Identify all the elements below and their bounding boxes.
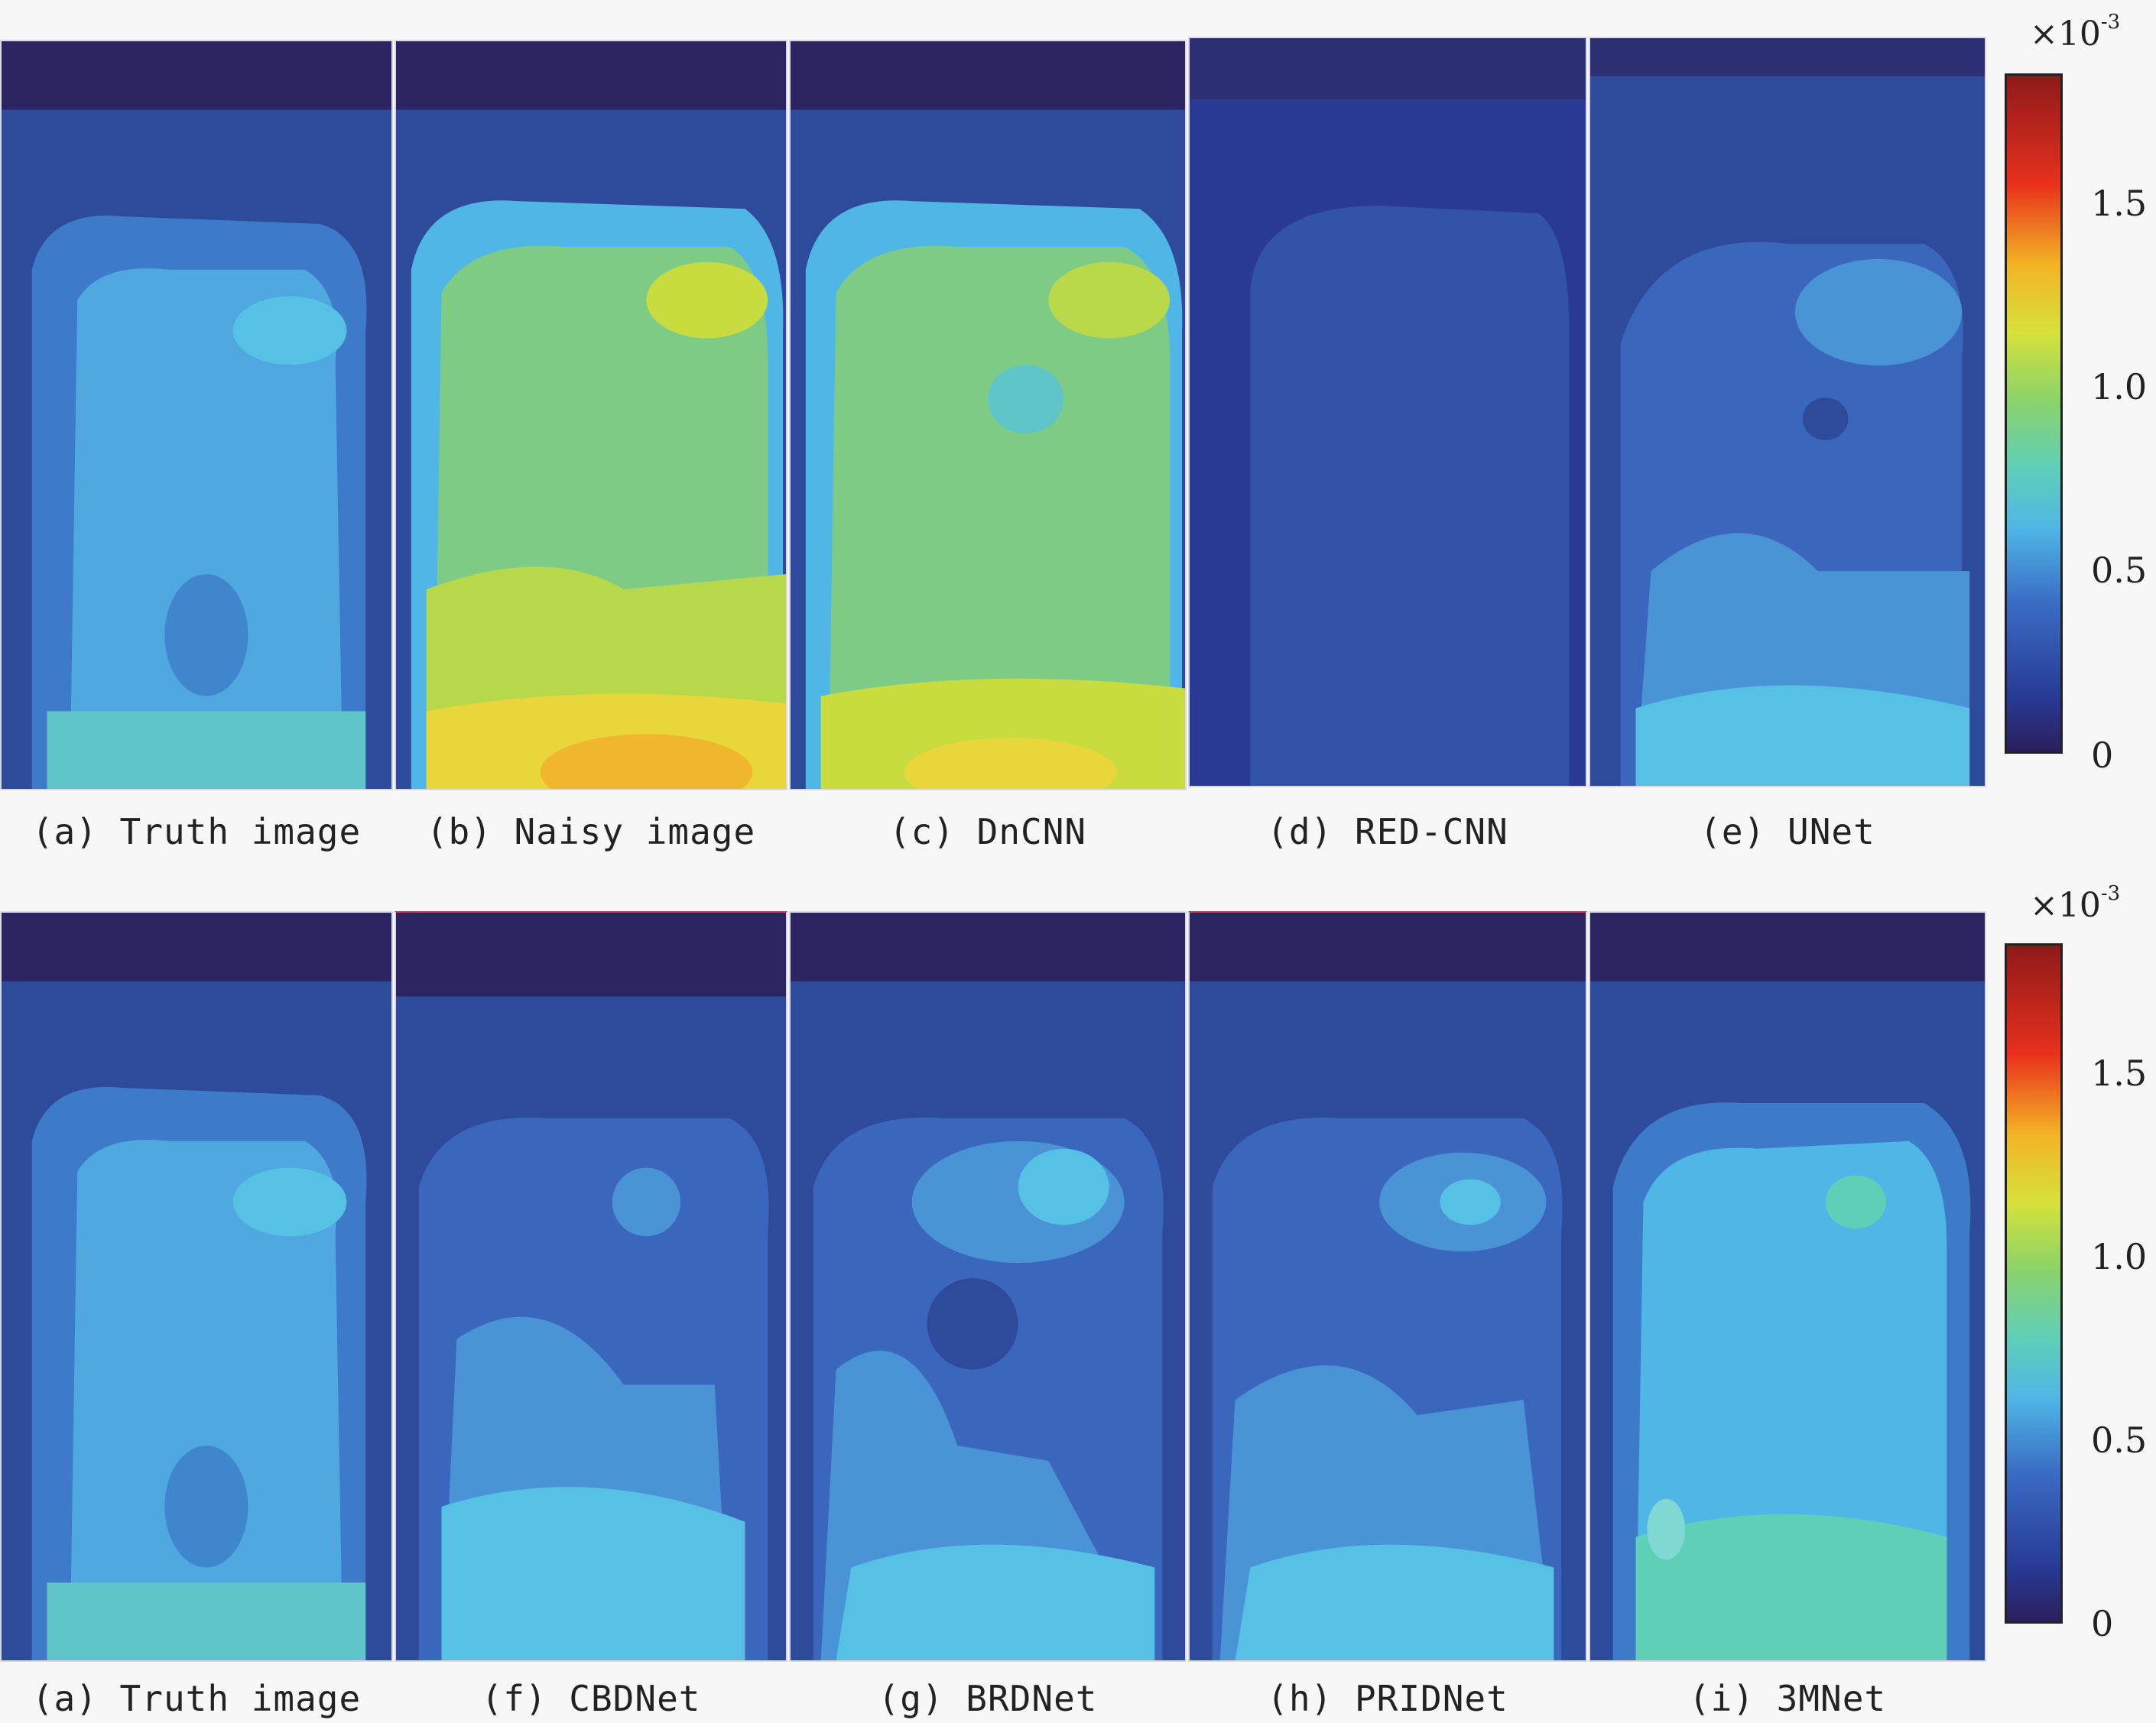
heatmap-panel-unet [1589, 37, 1986, 787]
colorbar-multiplier: ×10-3 [2030, 11, 2121, 54]
heatmap-panel-noisy [395, 40, 787, 790]
caption-brdnet: (g) BRDNet [878, 1678, 1098, 1719]
heatmap-panel-3mnet [1589, 911, 1986, 1662]
heatmap-brdnet [791, 913, 1185, 1660]
figure-row-2: (a) Truth image (f) CBDNet (g) BRDNet (h… [0, 871, 2156, 1722]
colorbar-tick-0: 0 [2091, 735, 2114, 776]
colorbar-2-tick-1.0: 1.0 [2091, 1236, 2148, 1277]
heatmap-redcnn [1190, 38, 1586, 786]
colorbar-multiplier-2: ×10-3 [2030, 882, 2121, 925]
colorbar-2-tick-1.5: 1.5 [2091, 1053, 2148, 1094]
caption-truth-2: (a) Truth image [31, 1678, 362, 1719]
heatmap-unet [1590, 38, 1985, 786]
caption-pridnet: (h) PRIDNet [1267, 1678, 1508, 1719]
heatmap-panel-cbdnet [395, 911, 787, 1662]
heatmap-noisy [396, 41, 786, 789]
heatmap-3mnet [1590, 913, 1985, 1660]
colorbar-1 [2005, 73, 2063, 754]
heatmap-truth [2, 41, 391, 789]
colorbar-2-tick-0.5: 0.5 [2091, 1420, 2148, 1461]
colorbar-2 [2005, 943, 2063, 1624]
colorbar-tick-1.5: 1.5 [2091, 183, 2148, 224]
caption-cbdnet: (f) CBDNet [481, 1678, 701, 1719]
figure-row-1: (a) Truth image (b) Naisy image (c) DnCN… [0, 0, 2156, 856]
colorbar-tick-1.0: 1.0 [2091, 366, 2148, 407]
caption-redcnn: (d) RED-CNN [1267, 811, 1508, 852]
heatmap-panel-dncnn [789, 40, 1187, 790]
caption-noisy: (b) Naisy image [426, 811, 756, 852]
heatmap-panel-brdnet [789, 911, 1187, 1662]
colorbar-2-tick-0: 0 [2091, 1603, 2114, 1644]
heatmap-panel-truth-2 [0, 911, 393, 1662]
heatmap-cbdnet [396, 913, 786, 1660]
heatmap-panel-truth [0, 40, 393, 790]
caption-unet: (e) UNet [1700, 811, 1875, 852]
heatmap-panel-redcnn [1188, 37, 1587, 787]
colorbar-gradient-2 [2007, 946, 2060, 1621]
caption-truth: (a) Truth image [31, 811, 362, 852]
colorbar-tick-0.5: 0.5 [2091, 550, 2148, 591]
caption-dncnn: (c) DnCNN [888, 811, 1087, 852]
colorbar-gradient-1 [2007, 76, 2060, 751]
heatmap-dncnn [791, 41, 1185, 789]
caption-3mnet: (i) 3MNet [1688, 1678, 1887, 1719]
heatmap-panel-pridnet [1188, 911, 1587, 1662]
heatmap-pridnet [1190, 913, 1586, 1660]
heatmap-truth-2 [2, 913, 391, 1660]
